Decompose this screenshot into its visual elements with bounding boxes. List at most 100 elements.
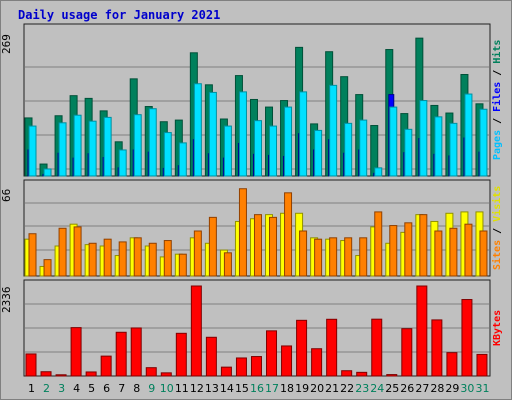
bar-kbytes-day-2 (40, 371, 52, 377)
bar-kbytes-day-18 (281, 345, 293, 377)
x-tick-day-1: 1 (28, 382, 35, 395)
bar-kbytes-day-26 (401, 328, 413, 377)
bar-pages-day-12 (193, 83, 202, 177)
bar-sites-day-9 (148, 242, 157, 277)
bar-sites-day-12 (193, 230, 202, 277)
bar-kbytes-day-13 (205, 336, 217, 377)
bar-sites-day-2 (43, 259, 52, 277)
x-tick-day-21: 21 (325, 382, 340, 395)
bar-pages-day-5 (88, 120, 97, 177)
bar-sites-day-14 (223, 252, 232, 277)
bar-pages-day-28 (434, 116, 443, 177)
bar-sites-day-27 (419, 214, 428, 277)
bar-kbytes-day-25 (386, 374, 398, 377)
x-tick-day-25: 25 (385, 382, 400, 395)
bar-kbytes-day-27 (416, 285, 428, 377)
bar-kbytes-day-14 (220, 366, 232, 377)
x-tick-day-30: 30 (460, 382, 475, 395)
bar-sites-day-26 (404, 222, 413, 277)
x-tick-day-14: 14 (219, 382, 234, 395)
bar-sites-day-15 (238, 188, 247, 277)
bar-sites-day-24 (374, 211, 383, 277)
bar-pages-day-4 (73, 114, 82, 177)
bar-sites-day-30 (464, 223, 473, 277)
x-tick-day-11: 11 (174, 382, 189, 395)
bar-kbytes-day-15 (235, 357, 247, 377)
bar-pages-day-21 (329, 84, 338, 177)
x-tick-day-31: 31 (475, 382, 490, 395)
bar-kbytes-day-20 (311, 348, 323, 377)
x-tick-day-23: 23 (355, 382, 370, 395)
bar-sites-day-23 (359, 237, 368, 277)
x-tick-day-18: 18 (280, 382, 295, 395)
x-tick-day-3: 3 (58, 382, 66, 395)
bar-pages-day-15 (238, 91, 247, 177)
bar-kbytes-day-28 (431, 319, 443, 377)
x-tick-day-24: 24 (370, 382, 385, 395)
bar-kbytes-day-1 (25, 353, 37, 377)
bar-sites-day-19 (299, 230, 308, 277)
bar-kbytes-day-8 (130, 327, 142, 377)
bar-pages-day-20 (314, 129, 323, 177)
bar-kbytes-day-31 (476, 353, 488, 377)
bar-sites-day-16 (253, 214, 262, 277)
bar-kbytes-day-30 (461, 299, 473, 377)
bar-pages-day-8 (133, 114, 142, 177)
bar-sites-day-8 (133, 237, 142, 277)
bar-kbytes-day-22 (341, 370, 353, 377)
bar-kbytes-day-29 (446, 352, 458, 377)
bar-kbytes-day-17 (266, 330, 278, 377)
bar-sites-day-22 (344, 237, 353, 277)
x-tick-day-6: 6 (103, 382, 111, 395)
bar-pages-day-31 (479, 108, 488, 177)
bar-pages-day-24 (374, 167, 383, 177)
bar-sites-day-31 (479, 230, 488, 277)
bar-sites-day-29 (449, 227, 458, 277)
x-tick-day-26: 26 (400, 382, 415, 395)
bar-kbytes-day-4 (70, 327, 82, 377)
bar-kbytes-day-19 (296, 319, 308, 377)
bar-sites-day-5 (88, 242, 97, 277)
x-tick-day-22: 22 (340, 382, 355, 395)
bar-pages-day-16 (253, 120, 262, 177)
bar-pages-day-27 (419, 100, 428, 177)
bar-pages-day-2 (43, 168, 52, 177)
bar-sites-day-28 (434, 230, 443, 277)
bar-sites-day-25 (389, 225, 398, 277)
bar-pages-day-13 (208, 91, 217, 177)
bar-kbytes-day-24 (371, 318, 383, 377)
bar-pages-day-17 (269, 125, 278, 177)
bar-kbytes-day-11 (175, 332, 187, 377)
x-tick-day-7: 7 (118, 382, 126, 395)
bar-sites-day-13 (208, 216, 217, 277)
x-tick-day-13: 13 (204, 382, 219, 395)
x-tick-day-17: 17 (265, 382, 280, 395)
bar-sites-day-1 (28, 233, 37, 277)
bar-sites-day-4 (73, 226, 82, 277)
x-tick-day-9: 9 (148, 382, 156, 395)
bar-sites-day-7 (118, 241, 127, 277)
x-tick-day-4: 4 (73, 382, 81, 395)
bar-sites-day-10 (163, 240, 172, 277)
x-tick-day-10: 10 (159, 382, 174, 395)
x-tick-day-5: 5 (88, 382, 96, 395)
bar-kbytes-day-23 (356, 371, 368, 377)
chart-title: Daily usage for January 2021 (18, 8, 221, 22)
bar-kbytes-day-21 (326, 318, 338, 377)
bar-pages-day-11 (178, 142, 187, 177)
bar-pages-day-1 (28, 125, 37, 177)
bar-pages-day-3 (58, 122, 67, 177)
bar-sites-day-11 (178, 253, 187, 277)
bar-kbytes-day-10 (160, 372, 172, 377)
bar-pages-day-29 (449, 122, 458, 177)
bar-kbytes-day-9 (145, 367, 157, 377)
bar-pages-day-19 (299, 91, 308, 177)
x-tick-day-16: 16 (249, 382, 264, 395)
bar-pages-day-30 (464, 93, 473, 177)
x-tick-day-28: 28 (430, 382, 445, 395)
x-tick-day-8: 8 (133, 382, 141, 395)
bar-pages-day-22 (344, 122, 353, 177)
bar-pages-day-14 (223, 125, 232, 177)
x-tick-day-20: 20 (310, 382, 325, 395)
